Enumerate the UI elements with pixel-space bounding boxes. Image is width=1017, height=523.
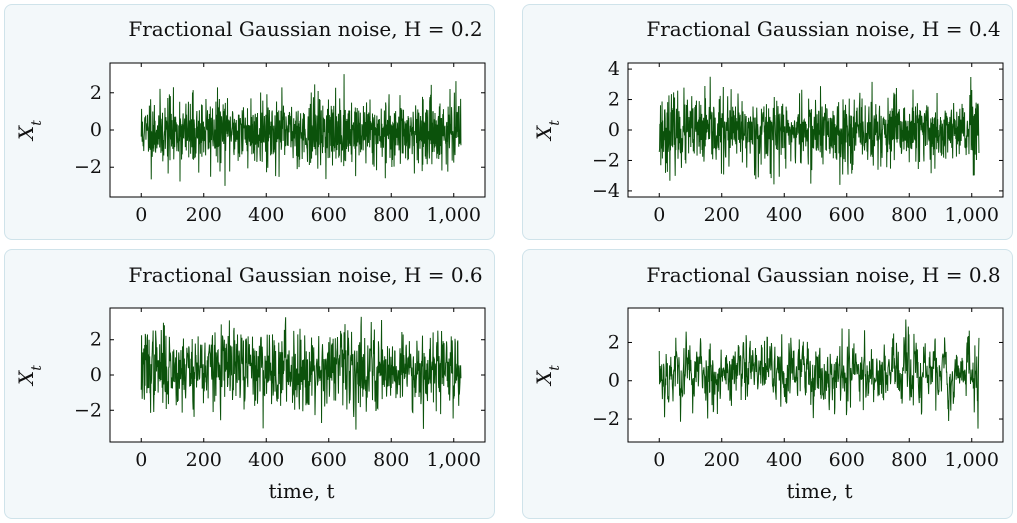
y-axis-label: Xt <box>14 365 45 387</box>
chart-title: Fractional Gaussian noise, H = 0.4 <box>646 17 1000 41</box>
y-tick-label: 2 <box>608 89 620 111</box>
chart-title: Fractional Gaussian noise, H = 0.8 <box>646 263 1000 287</box>
x-tick-label: 800 <box>373 204 409 226</box>
y-tick-label: 0 <box>608 119 620 141</box>
x-tick-label: 400 <box>248 204 284 226</box>
chart-panel-h08: Fractional Gaussian noise, H = 0.8 0 200 40… <box>522 249 1013 519</box>
y-tick-label: −4 <box>592 180 620 202</box>
chart-svg-h06: Fractional Gaussian noise, H = 0.6 0 200 40… <box>14 263 486 503</box>
y-tick-label: 0 <box>608 370 620 392</box>
x-tick-label: 200 <box>704 204 740 226</box>
y-tick-label: 2 <box>90 82 102 104</box>
chart-title: Fractional Gaussian noise, H = 0.2 <box>128 17 482 41</box>
x-tick-label: 600 <box>311 204 347 226</box>
chart-title: Fractional Gaussian noise, H = 0.6 <box>128 263 482 287</box>
x-tick-label: 600 <box>829 204 865 226</box>
y-tick-label: 2 <box>608 331 620 353</box>
chart-panel-h06: Fractional Gaussian noise, H = 0.6 0 200 40… <box>4 249 495 519</box>
x-tick-label: 0 <box>653 449 665 471</box>
series-line <box>658 76 980 185</box>
y-tick-label: −2 <box>74 399 102 421</box>
series-line <box>658 319 980 429</box>
x-tick-label: 1,000 <box>427 204 481 226</box>
x-tick-label: 400 <box>766 449 802 471</box>
y-tick-label: 2 <box>90 329 102 351</box>
y-tick-label: 4 <box>608 58 620 80</box>
x-axis-label: time, t <box>787 479 853 503</box>
x-tick-label: 0 <box>653 204 665 226</box>
x-tick-label: 200 <box>704 449 740 471</box>
chart-svg-h04: Fractional Gaussian noise, H = 0.40 200 40… <box>532 17 1004 226</box>
series-line <box>140 316 462 430</box>
x-tick-label: 1,000 <box>945 204 999 226</box>
chart-panel-h02: Fractional Gaussian noise, H = 0.2 0 200 40… <box>4 4 495 240</box>
chart-svg-h08: Fractional Gaussian noise, H = 0.8 0 200 40… <box>532 263 1004 503</box>
x-axis-label: time, t <box>269 479 335 503</box>
y-axis-label: Xt <box>14 120 45 142</box>
y-tick-label: −2 <box>74 156 102 178</box>
chart-svg-h02: Fractional Gaussian noise, H = 0.2 0 200 40… <box>14 17 486 226</box>
x-tick-label: 800 <box>891 449 927 471</box>
y-tick-label: 0 <box>90 364 102 386</box>
x-tick-label: 200 <box>186 204 222 226</box>
x-tick-label: 0 <box>135 204 147 226</box>
series-line <box>140 74 462 186</box>
x-tick-label: 600 <box>311 449 347 471</box>
x-tick-label: 800 <box>891 204 927 226</box>
x-tick-label: 800 <box>373 449 409 471</box>
x-tick-label: 200 <box>186 449 222 471</box>
x-tick-label: 400 <box>248 449 284 471</box>
y-tick-label: −2 <box>592 408 620 430</box>
y-axis-label: Xt <box>532 120 563 142</box>
x-tick-label: 1,000 <box>427 449 481 471</box>
x-tick-label: 600 <box>829 449 865 471</box>
chart-panel-h04: Fractional Gaussian noise, H = 0.4 0 200 40… <box>522 4 1013 240</box>
y-tick-label: 0 <box>90 119 102 141</box>
y-tick-label: −2 <box>592 149 620 171</box>
x-tick-label: 400 <box>766 204 802 226</box>
y-axis-label: Xt <box>532 365 563 387</box>
x-tick-label: 1,000 <box>945 449 999 471</box>
x-tick-label: 0 <box>135 449 147 471</box>
